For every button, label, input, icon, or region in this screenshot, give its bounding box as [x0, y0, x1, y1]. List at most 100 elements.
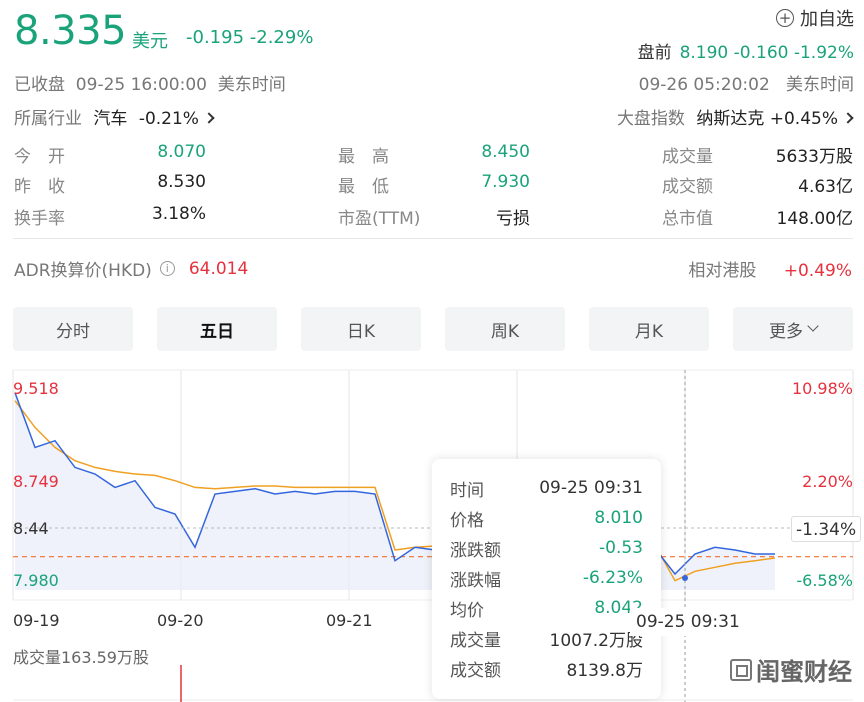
tooltip-value: 09-25 09:31	[539, 478, 643, 498]
tab-label: 日K	[346, 321, 376, 342]
info-icon[interactable]: i	[159, 261, 175, 276]
stat-value: 7.930	[481, 172, 530, 192]
tab-1[interactable]: 五日	[157, 307, 277, 351]
tab-label: 五日	[200, 321, 234, 342]
y-left-tick-label: 8.44	[13, 519, 49, 538]
watermark: 闺蜜财经	[730, 652, 852, 687]
tooltip-value: 8.010	[594, 508, 643, 528]
tooltip-row: 涨跌幅 -6.23%	[450, 563, 643, 593]
hk-label: 相对港股	[688, 261, 757, 281]
volume-label: 成交量163.59万股	[13, 648, 149, 667]
index-change: +0.45%	[769, 109, 838, 129]
chart-canvas	[12, 369, 854, 702]
stat-value: 8.450	[481, 142, 530, 162]
divider	[13, 238, 853, 239]
tooltip-key: 涨跌额	[450, 540, 501, 561]
stat-label: 总市值	[662, 209, 713, 229]
hk-value: +0.49%	[783, 261, 852, 281]
index-label: 大盘指数	[616, 109, 685, 129]
stat-label: 最 高	[338, 147, 389, 167]
tab-0[interactable]: 分时	[13, 307, 133, 351]
tab-label: 月K	[634, 321, 664, 342]
premarket-value: 8.190 -0.160 -1.92%	[679, 43, 854, 63]
tab-label: 分时	[56, 321, 90, 342]
chevron-right-icon	[842, 112, 854, 124]
stat-label: 今 开	[14, 147, 65, 167]
tooltip-row: 成交量 1007.2万股	[450, 623, 643, 653]
chevron-down-icon	[807, 320, 819, 332]
chart-tooltip: 时间 09-25 09:31 价格 8.010 涨跌额 -0.53 涨跌幅 -6.23% 均价 8…	[432, 459, 661, 699]
current-price: 8.335	[14, 8, 127, 54]
y-left-tick-label: 7.980	[13, 571, 59, 590]
y-right-tick-label: 10.98%	[791, 379, 853, 398]
stat-label: 昨 收	[14, 177, 65, 197]
stat-value: 4.63亿	[798, 177, 853, 197]
industry-link[interactable]: 所属行业 汽车 -0.21%	[14, 104, 215, 129]
tooltip-value: -0.53	[599, 538, 643, 558]
y-left-tick-label: 8.749	[13, 472, 59, 491]
tooltip-key: 成交量	[450, 630, 501, 651]
watermark-text: 闺蜜财经	[756, 658, 852, 686]
tooltip-value: -6.23%	[582, 568, 643, 588]
relative-hk-row: 相对港股 +0.49%	[688, 256, 852, 281]
price-change: -0.195 -2.29%	[186, 27, 314, 48]
stat-label: 成交量	[662, 147, 713, 167]
tab-2[interactable]: 日K	[301, 307, 421, 351]
chevron-right-icon	[203, 112, 215, 124]
price-area-fill	[15, 392, 775, 590]
tab-3[interactable]: 周K	[445, 307, 565, 351]
tooltip-key: 涨跌幅	[450, 570, 501, 591]
y-right-tick-label: 2.20%	[802, 472, 853, 491]
tab-5[interactable]: 更多	[733, 307, 853, 351]
tooltip-row: 时间 09-25 09:31	[450, 473, 643, 503]
tooltip-key: 均价	[450, 600, 484, 621]
stat-label: 最 低	[338, 177, 389, 197]
market-index-link[interactable]: 大盘指数 纳斯达克 +0.45%	[616, 104, 854, 129]
stat-value: 3.18%	[151, 204, 206, 224]
x-tick-label: 09-21	[326, 611, 373, 630]
stat-value: 亏损	[496, 209, 530, 229]
tooltip-key: 价格	[450, 510, 484, 531]
y-right-tick-label: -6.58%	[796, 571, 853, 590]
industry-change: -0.21%	[138, 109, 199, 129]
tooltip-row: 价格 8.010	[450, 503, 643, 533]
premarket-label: 盘前	[637, 43, 672, 63]
tooltip-value: 8139.8万	[566, 660, 643, 681]
stat-value: 5633万股	[775, 147, 853, 167]
premarket-time: 09-26 05:20:02 美东时间	[638, 75, 854, 95]
add-to-watchlist-button[interactable]: + 加自选	[776, 5, 854, 31]
industry-label: 所属行业	[14, 109, 82, 129]
adr-value: 64.014	[188, 258, 249, 279]
five-day-chart[interactable]: 9.518 8.749 8.44 7.980 10.98% 2.20% -6.58% 09-1…	[0, 365, 864, 702]
stat-label: 市盈(TTM)	[338, 209, 421, 229]
stat-value: 8.530	[157, 172, 206, 192]
premarket-quote: 盘前 8.190 -0.160 -1.92%	[638, 38, 854, 63]
tab-4[interactable]: 月K	[589, 307, 709, 351]
x-tick-label: 09-19	[13, 611, 60, 630]
currency-label: 美元	[132, 31, 168, 52]
crosshair-point	[682, 575, 688, 581]
crosshair-percent-label: -1.34%	[791, 516, 862, 542]
adr-row: ADR换算价(HKD) i 64.014	[14, 256, 249, 282]
industry-name: 汽车	[93, 109, 128, 129]
tooltip-row: 成交额 8139.8万	[450, 653, 643, 683]
tooltip-value: 1007.2万股	[549, 630, 643, 651]
tooltip-row: 均价 8.042	[450, 593, 643, 623]
tooltip-key: 时间	[450, 480, 484, 501]
market-status: 已收盘 09-25 16:00:00 美东时间	[14, 75, 286, 95]
index-name: 纳斯达克	[696, 109, 765, 129]
stat-value: 8.070	[157, 142, 206, 162]
add-watchlist-label: 加自选	[800, 9, 854, 30]
plus-circle-icon: +	[776, 9, 794, 27]
watermark-logo-icon	[730, 658, 752, 681]
stat-label: 成交额	[662, 177, 713, 197]
tooltip-key: 成交额	[450, 660, 501, 681]
stat-label: 换手率	[14, 209, 65, 229]
x-tick-label: 09-20	[157, 611, 204, 630]
crosshair-time-label: 09-25 09:31	[630, 608, 746, 636]
tab-label: 更多	[769, 321, 803, 342]
tooltip-row: 涨跌额 -0.53	[450, 533, 643, 563]
tab-label: 周K	[490, 321, 520, 342]
stat-value: 148.00亿	[776, 209, 853, 229]
y-left-tick-label: 9.518	[13, 379, 59, 398]
